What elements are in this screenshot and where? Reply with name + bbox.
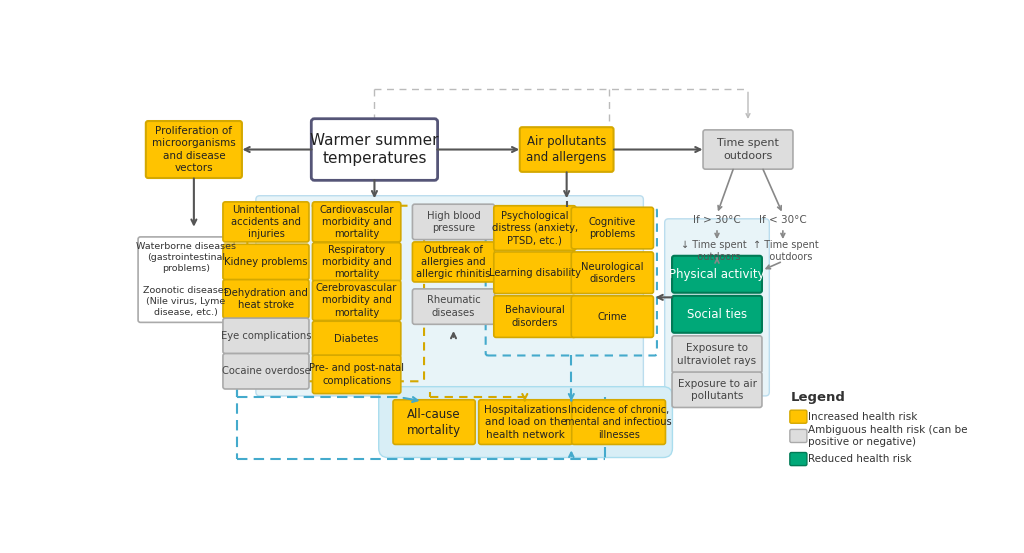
FancyBboxPatch shape	[145, 121, 242, 178]
FancyBboxPatch shape	[223, 318, 309, 353]
FancyBboxPatch shape	[413, 289, 495, 324]
FancyBboxPatch shape	[672, 256, 762, 293]
FancyBboxPatch shape	[494, 206, 575, 251]
Text: Diabetes: Diabetes	[335, 334, 379, 344]
Text: Ambiguous health risk (can be
positive or negative): Ambiguous health risk (can be positive o…	[808, 425, 968, 447]
FancyBboxPatch shape	[494, 296, 575, 337]
FancyBboxPatch shape	[223, 280, 309, 318]
Text: Reduced health risk: Reduced health risk	[808, 454, 911, 464]
Text: Cocaine overdose: Cocaine overdose	[221, 366, 310, 376]
Text: Kidney problems: Kidney problems	[224, 257, 307, 267]
Text: Dehydration and
heat stroke: Dehydration and heat stroke	[224, 288, 308, 310]
Text: Unintentional
accidents and
injuries: Unintentional accidents and injuries	[231, 205, 301, 239]
Text: Hospitalizations
and load on the
health network: Hospitalizations and load on the health …	[484, 405, 567, 440]
Text: Behavioural
disorders: Behavioural disorders	[505, 305, 565, 328]
Text: Social ties: Social ties	[687, 308, 748, 321]
Text: Respiratory
morbidity and
mortality: Respiratory morbidity and mortality	[322, 244, 391, 279]
Text: Learning disability: Learning disability	[488, 268, 581, 278]
Text: Psychological
distress (anxiety,
PTSD, etc.): Psychological distress (anxiety, PTSD, e…	[492, 211, 578, 246]
Text: Crime: Crime	[598, 311, 627, 322]
Text: Exposure to air
pollutants: Exposure to air pollutants	[678, 379, 757, 401]
Text: Cognitive
problems: Cognitive problems	[589, 217, 636, 239]
Text: Proliferation of
microorganisms
and disease
vectors: Proliferation of microorganisms and dise…	[152, 126, 236, 173]
Text: Air pollutants
and allergens: Air pollutants and allergens	[526, 135, 607, 164]
FancyBboxPatch shape	[571, 207, 653, 249]
FancyBboxPatch shape	[312, 243, 400, 281]
FancyBboxPatch shape	[312, 280, 400, 320]
Text: If < 30°C: If < 30°C	[759, 215, 807, 226]
Text: Outbreak of
allergies and
allergic rhinitis: Outbreak of allergies and allergic rhini…	[417, 244, 490, 279]
FancyBboxPatch shape	[703, 130, 793, 169]
FancyBboxPatch shape	[312, 202, 400, 242]
FancyBboxPatch shape	[571, 296, 653, 337]
Text: All-cause
mortality: All-cause mortality	[408, 408, 461, 437]
Text: Eye complications: Eye complications	[221, 331, 311, 341]
Text: ↑ Time spent
   outdoors: ↑ Time spent outdoors	[753, 241, 819, 262]
Text: Warmer summer
temperatures: Warmer summer temperatures	[310, 133, 438, 166]
Text: ↓ Time spent
   outdoors: ↓ Time spent outdoors	[681, 241, 746, 262]
FancyBboxPatch shape	[790, 410, 807, 423]
FancyBboxPatch shape	[520, 127, 613, 172]
Text: Neurological
disorders: Neurological disorders	[582, 262, 644, 284]
FancyBboxPatch shape	[223, 353, 309, 389]
Text: Waterborne diseases
(gastrointestinal
problems)

Zoonotic diseases
(Nile virus, : Waterborne diseases (gastrointestinal pr…	[136, 242, 237, 317]
FancyBboxPatch shape	[413, 242, 495, 282]
FancyBboxPatch shape	[393, 400, 475, 445]
FancyBboxPatch shape	[571, 252, 653, 294]
Text: Pre- and post-natal
complications: Pre- and post-natal complications	[309, 363, 404, 385]
FancyBboxPatch shape	[312, 321, 400, 357]
Text: Cardiovascular
morbidity and
mortality: Cardiovascular morbidity and mortality	[319, 205, 394, 239]
Text: Time spent
outdoors: Time spent outdoors	[717, 138, 779, 161]
Text: Physical activity: Physical activity	[670, 268, 765, 281]
FancyBboxPatch shape	[478, 400, 572, 445]
FancyBboxPatch shape	[571, 400, 666, 445]
Text: High blood
pressure: High blood pressure	[427, 211, 480, 233]
FancyBboxPatch shape	[494, 252, 575, 294]
FancyBboxPatch shape	[672, 336, 762, 373]
FancyBboxPatch shape	[790, 430, 807, 442]
FancyBboxPatch shape	[312, 355, 400, 394]
FancyBboxPatch shape	[311, 119, 437, 180]
FancyBboxPatch shape	[672, 296, 762, 333]
FancyBboxPatch shape	[665, 219, 769, 396]
Text: Rheumatic
diseases: Rheumatic diseases	[427, 295, 480, 318]
FancyBboxPatch shape	[413, 204, 495, 239]
FancyBboxPatch shape	[379, 387, 673, 457]
Text: Legend: Legend	[791, 391, 846, 404]
Text: If > 30°C: If > 30°C	[693, 215, 741, 226]
Text: Incidence of chronic,
mental and infectious
illnesses: Incidence of chronic, mental and infecti…	[565, 405, 672, 440]
FancyBboxPatch shape	[223, 202, 309, 242]
FancyBboxPatch shape	[223, 244, 309, 280]
FancyBboxPatch shape	[138, 237, 234, 322]
Text: Exposure to
ultraviolet rays: Exposure to ultraviolet rays	[678, 343, 757, 366]
Text: Increased health risk: Increased health risk	[808, 412, 918, 422]
FancyBboxPatch shape	[256, 196, 643, 396]
Text: Cerebrovascular
morbidity and
mortality: Cerebrovascular morbidity and mortality	[316, 283, 397, 318]
FancyBboxPatch shape	[672, 372, 762, 408]
FancyBboxPatch shape	[790, 452, 807, 466]
